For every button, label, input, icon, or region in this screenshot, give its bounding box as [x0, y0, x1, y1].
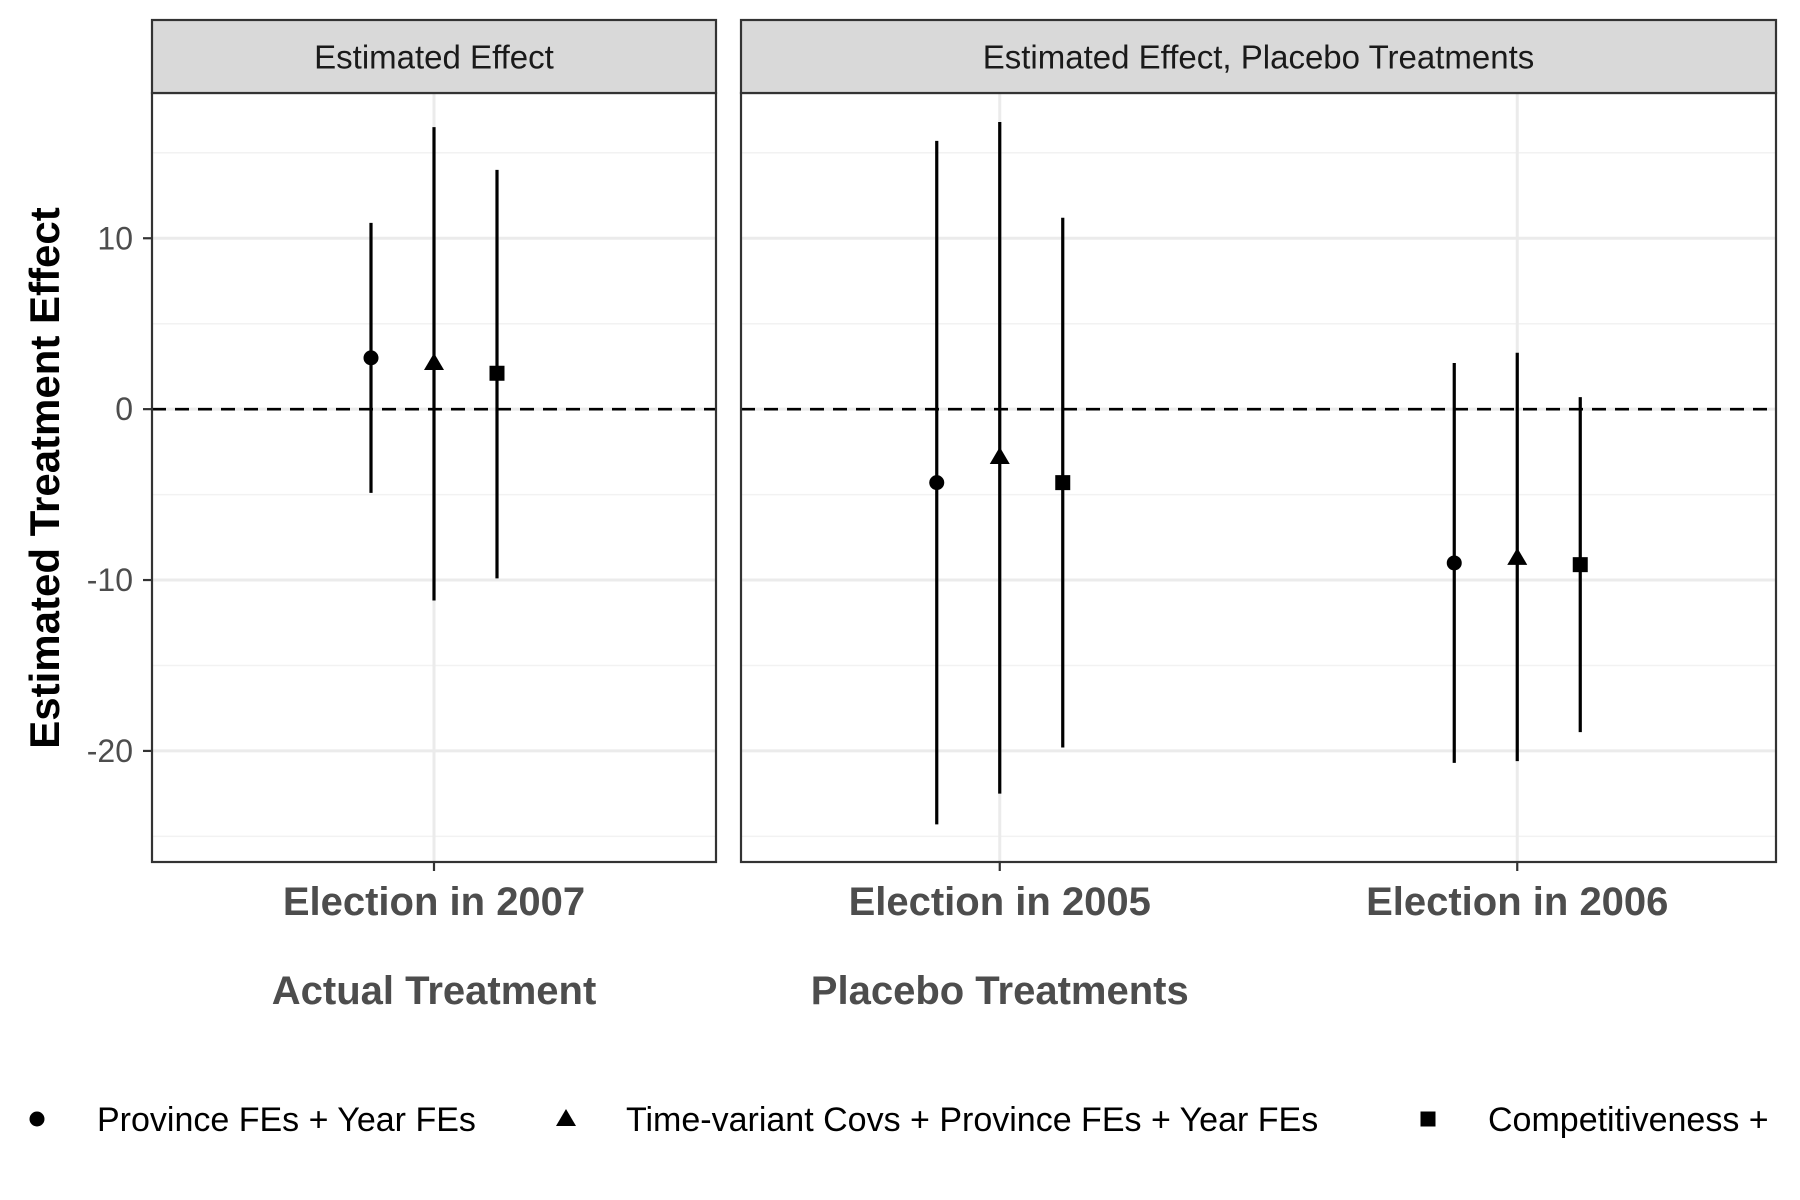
x-tick-label: Election in 2007: [283, 880, 585, 924]
point-marker-square: [1055, 475, 1071, 491]
facet-strip-label: Estimated Effect: [314, 39, 554, 76]
point-marker-triangle: [424, 353, 444, 371]
y-axis: 10 0 -10 -20: [87, 220, 152, 769]
point-marker-circle: [929, 475, 945, 491]
legend-label: Province FEs + Year FEs: [97, 1101, 476, 1139]
y-tick-label: 0: [115, 391, 133, 427]
panel-border: [739, 91, 1778, 864]
y-tick-label: 10: [97, 220, 133, 256]
legend-label: Competitiveness +: [1488, 1101, 1769, 1139]
facet-strip: [739, 18, 1778, 95]
point-marker-square: [1572, 557, 1588, 573]
y-tick-label: -20: [87, 733, 133, 769]
panel-x-axis-label: Placebo Treatments: [811, 969, 1189, 1013]
point-marker-triangle: [1507, 547, 1528, 565]
panel-x-axis-label: Actual Treatment: [272, 969, 597, 1013]
point-marker-square: [489, 365, 505, 381]
legend-label: Time-variant Covs + Province FEs + Year …: [626, 1101, 1318, 1139]
legend-marker-circle: [29, 1111, 45, 1127]
facet-strip-label: Estimated Effect, Placebo Treatments: [983, 39, 1535, 76]
facet-strip: [150, 18, 718, 95]
legend: Province FEs + Year FEs Time-variant Covs…: [29, 1101, 1769, 1139]
panel-1: Estimated Effect Election in 2007 Actual T…: [150, 18, 718, 1013]
point-marker-circle: [1446, 555, 1462, 571]
legend-marker-triangle: [556, 1109, 576, 1126]
point-marker-triangle: [989, 446, 1010, 464]
point-marker-circle: [363, 350, 379, 366]
y-tick-label: -10: [87, 562, 133, 598]
legend-marker-square: [1420, 1111, 1436, 1127]
x-tick-label: Election in 2006: [1366, 880, 1668, 924]
panel-2: Estimated Effect, Placebo Treatments Elec…: [739, 18, 1778, 1013]
x-tick-label: Election in 2005: [849, 880, 1151, 924]
y-axis-label: Estimated Treatment Effect: [21, 207, 68, 749]
